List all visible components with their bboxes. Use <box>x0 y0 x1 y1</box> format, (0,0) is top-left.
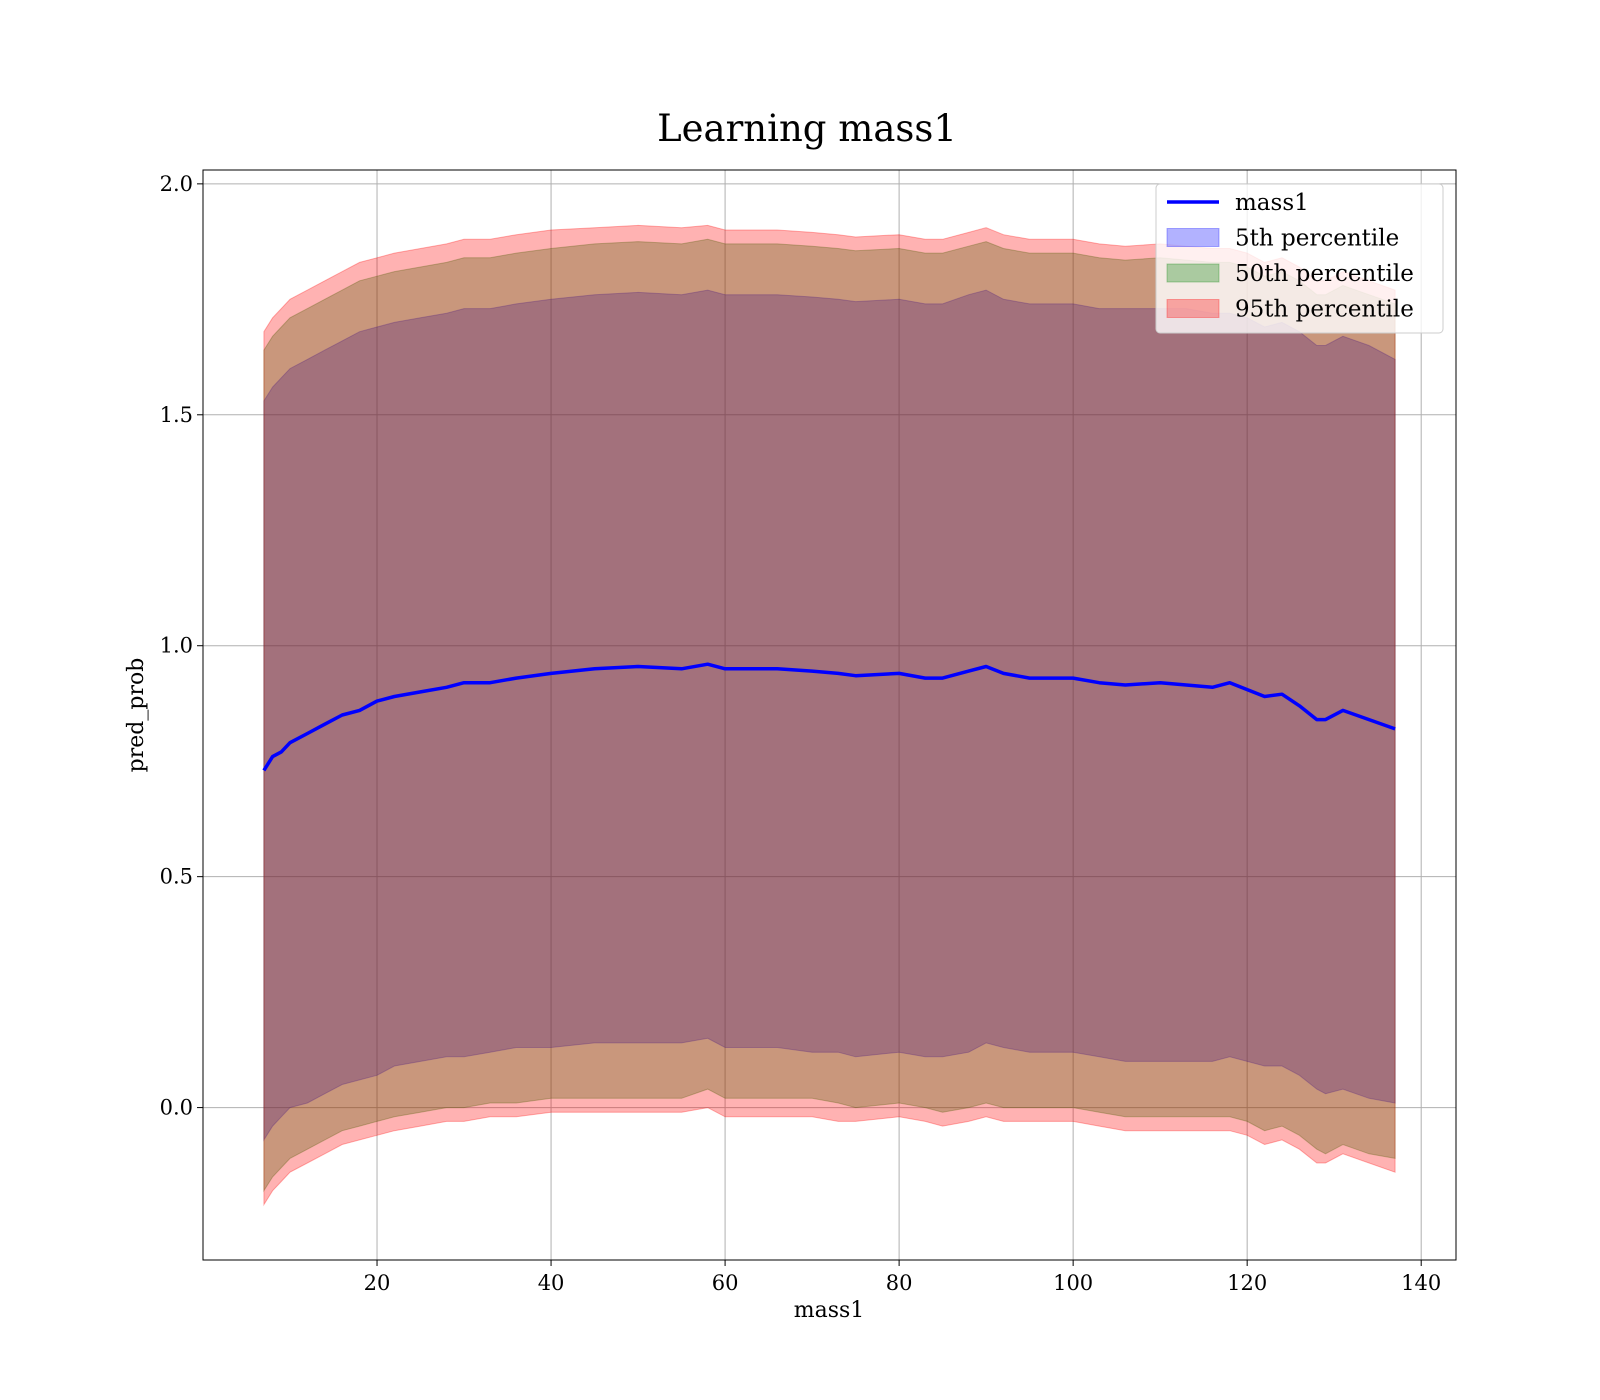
x-tick-label: 40 <box>538 1271 565 1295</box>
legend-swatch-95th-percentile <box>1166 299 1220 318</box>
x-axis-label: mass1 <box>794 1298 865 1323</box>
legend-label-50th-percentile: 50th percentile <box>1235 261 1414 287</box>
y-tick-label: 0.0 <box>160 1096 193 1120</box>
y-tick-label: 2.0 <box>160 172 193 196</box>
y-tick-label: 1.5 <box>160 403 193 427</box>
legend-swatch-5th-percentile <box>1166 228 1220 247</box>
legend-box <box>1155 183 1444 334</box>
x-tick-label: 60 <box>712 1271 739 1295</box>
legend-label-mass1: mass1 <box>1235 190 1309 216</box>
y-tick-label: 0.5 <box>160 865 193 889</box>
legend-label-5th-percentile: 5th percentile <box>1235 226 1399 252</box>
series-line-mass1 <box>262 662 1396 772</box>
band-5th-percentile <box>263 289 1396 1142</box>
x-tick-label: 140 <box>1401 1271 1441 1295</box>
legend-label-95th-percentile: 95th percentile <box>1235 297 1414 323</box>
x-tick-label: 20 <box>364 1271 391 1295</box>
band-95th-percentile <box>263 224 1396 1207</box>
legend: mass1 5th percentile 50th percentile 95th p… <box>1155 183 1444 334</box>
y-tick-label: 1.0 <box>160 634 193 658</box>
y-axis-ticks: 0.0 0.5 1.0 1.5 2.0 <box>160 172 203 1120</box>
chart-title: Learning mass1 <box>657 107 957 150</box>
y-axis-label: pred_prob <box>124 658 149 773</box>
x-tick-label: 120 <box>1227 1271 1267 1295</box>
x-axis-ticks: 20 40 60 80 100 120 140 <box>364 1260 1441 1295</box>
legend-swatch-50th-percentile <box>1166 263 1220 283</box>
grid <box>203 170 1456 1260</box>
plot-frame <box>202 169 1457 1261</box>
percentile-bands <box>263 224 1396 1207</box>
band-50th-percentile <box>263 238 1396 1193</box>
x-tick-label: 100 <box>1053 1271 1093 1295</box>
series-lines <box>262 662 1396 772</box>
x-tick-label: 80 <box>886 1271 913 1295</box>
